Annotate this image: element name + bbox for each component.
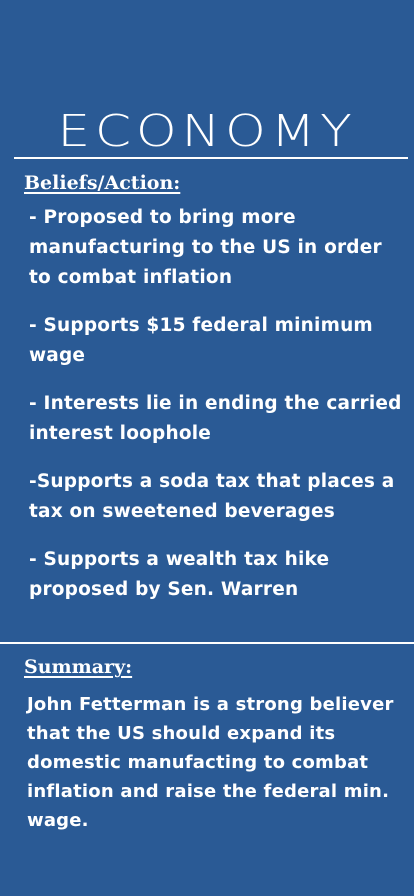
belief-item-soda-tax: -Supports a soda tax that places a tax o…	[29, 471, 395, 522]
summary-text: John Fetterman is a strong believer that…	[27, 694, 394, 831]
belief-item-manufacturing: - Proposed to bring more manufacturing t…	[29, 207, 382, 288]
beliefs-list: - Proposed to bring more manufacturing t…	[29, 203, 409, 623]
belief-item-minimum-wage: - Supports $15 federal minimum wage	[29, 315, 373, 366]
page-title: ECONOMY	[57, 106, 357, 157]
beliefs-heading: Beliefs/Action:	[24, 172, 181, 194]
section-divider	[0, 642, 414, 644]
top-divider	[14, 157, 408, 159]
belief-item-wealth-tax: - Supports a wealth tax hike proposed by…	[29, 549, 330, 600]
summary-heading: Summary:	[24, 656, 133, 678]
belief-item-carried-interest: - Interests lie in ending the carried in…	[29, 393, 402, 444]
